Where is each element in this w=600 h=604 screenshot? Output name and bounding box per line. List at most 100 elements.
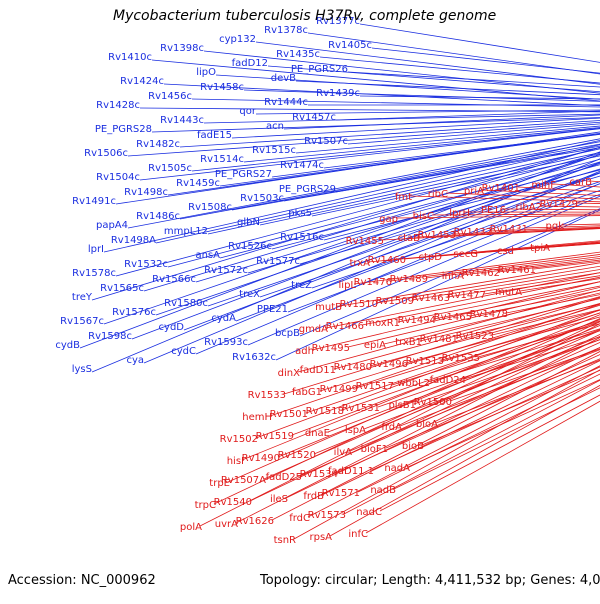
forward-gene-label: adh [295, 346, 314, 357]
forward-gene-label: bioF1 [361, 444, 388, 455]
reverse-gene-leader [372, 48, 600, 191]
forward-gene-label: Rv1499 [320, 384, 358, 395]
forward-gene-label: Rv1453 [418, 230, 456, 241]
reverse-gene-label: PE_PGRS26 [291, 64, 348, 75]
forward-gene-label: trpC [195, 500, 216, 511]
forward-gene-label: trxA [349, 258, 370, 269]
reverse-gene-label: cydD [159, 322, 185, 333]
forward-gene-label: Rv1513 [406, 356, 444, 367]
forward-gene-label: Rv1477 [448, 290, 486, 301]
forward-gene-label: frdA [381, 422, 402, 433]
forward-gene-label: fadD25 [266, 472, 302, 483]
forward-gene-label: inhA [442, 271, 464, 282]
reverse-gene-label: Rv1577c [256, 256, 300, 267]
reverse-gene-label: Rv1506c [84, 148, 128, 159]
forward-gene-label: ilvA [334, 447, 352, 458]
forward-gene-label: Rv1489 [390, 274, 428, 285]
forward-gene-label: lipL [339, 280, 357, 291]
forward-gene-label: Rv1626 [236, 516, 274, 527]
reverse-gene-label: treY [72, 292, 93, 303]
reverse-gene-label: Rv1482c [136, 139, 180, 150]
forward-gene-label: tpiA [530, 243, 550, 254]
forward-gene-label: uvrA [215, 519, 238, 530]
forward-gene-label: nadC [356, 507, 382, 518]
reverse-gene-label: Rv1444c [264, 97, 308, 108]
reverse-gene-label: Rv1567c [60, 316, 104, 327]
forward-gene-label: dinX [278, 368, 300, 379]
reverse-gene-label: Rv1378c [264, 25, 308, 36]
genome-stats-label: Topology: circular; Length: 4,411,532 bp… [260, 573, 600, 588]
forward-gene-label: pgk [546, 221, 565, 232]
forward-gene-label: Rv1517 [356, 381, 394, 392]
forward-gene-label: Rv1401 [482, 183, 520, 194]
reverse-gene-label: Rv1428c [96, 100, 140, 111]
forward-gene-label: Rv1502 [220, 434, 258, 445]
reverse-gene-label: lprI [88, 244, 104, 255]
forward-gene-label: trpE [209, 478, 230, 489]
forward-gene-label: nadB [370, 485, 396, 496]
forward-gene-label: Rv1540 [214, 497, 252, 508]
reverse-gene-label: Rv1458c [200, 82, 244, 93]
forward-gene-label: ctaB [398, 233, 421, 244]
reverse-gene-label: Rv1632c [232, 352, 276, 363]
reverse-gene-label: Rv1504c [96, 172, 140, 183]
reverse-gene-label: Rv1566c [152, 274, 196, 285]
forward-gene-label: Rv1460 [368, 255, 406, 266]
reverse-gene-label: Rv1526c [228, 241, 272, 252]
forward-gene-label: PE16 [481, 205, 506, 216]
reverse-gene-label: papA4 [96, 220, 128, 231]
reverse-gene-label: Rv1508c [188, 202, 232, 213]
forward-gene-label: Rv1523 [456, 331, 494, 342]
forward-gene-label: frdB [303, 491, 324, 502]
reverse-gene-label: treX [239, 289, 260, 300]
reverse-gene-label: Rv1593c [204, 337, 248, 348]
reverse-gene-label: Rv1598c [88, 331, 132, 342]
reverse-gene-label: Rv1486c [136, 211, 180, 222]
forward-gene-label: secG [453, 249, 478, 260]
forward-gene-label: Rv1518 [306, 406, 344, 417]
forward-gene-label: Rv1495 [312, 343, 350, 354]
forward-gene-label: lprH [449, 208, 470, 219]
reverse-gene-label: Rv1572c [204, 265, 248, 276]
forward-gene-label: Rv1535 [442, 353, 480, 364]
forward-gene-label: ileS [270, 494, 288, 505]
forward-gene-label: bioB [402, 441, 424, 452]
forward-gene-label: Rv1465 [434, 312, 472, 323]
forward-gene-label: carB [569, 177, 592, 188]
reverse-gene-label: glbN [237, 217, 260, 228]
forward-gene-label: bioA [416, 419, 438, 430]
reverse-gene-label: Rv1405c [328, 40, 372, 51]
forward-gene-label: fmt [395, 192, 412, 203]
forward-gene-label: Rv1431 [490, 224, 528, 235]
reverse-gene-label: lysS [72, 364, 92, 375]
forward-gene-label: csd [497, 246, 514, 257]
forward-gene-label: moxR1 [365, 318, 400, 329]
reverse-gene-label: Rv1515c [252, 145, 296, 156]
reverse-gene-label: Rv1474c [280, 160, 324, 171]
forward-gene-label: mutA [495, 287, 522, 298]
forward-gene-label: ctpD [419, 252, 443, 263]
forward-gene-label: epiA [364, 340, 386, 351]
reverse-gene-label: ansA [195, 250, 220, 261]
forward-gene-label: Rv1463 [412, 293, 450, 304]
reverse-gene-label: Rv1457c [292, 112, 336, 123]
reverse-gene-label: Rv1491c [72, 196, 116, 207]
forward-gene-label: infC [348, 529, 368, 540]
forward-gene-label: Rv1466 [326, 321, 364, 332]
forward-gene-label: Rv1478 [470, 309, 508, 320]
forward-gene-label: Rv1476 [354, 277, 392, 288]
forward-gene-label: Rv1500 [414, 397, 452, 408]
map-title: Mycobacterium tuberculosis H37Rv, comple… [113, 8, 496, 24]
forward-gene-label: tsnR [274, 535, 296, 546]
reverse-gene-label: Rv1516c [280, 232, 324, 243]
forward-gene-label: Rv1496 [370, 359, 408, 370]
forward-gene-label: Rv1432 [454, 227, 492, 238]
reverse-gene-label: treZ [291, 280, 312, 291]
reverse-gene-label: Rv1498A [111, 235, 156, 246]
forward-gene-label: plsB1 [388, 400, 416, 411]
reverse-gene-leader [168, 0, 600, 195]
forward-gene-label: Rv1429 [540, 199, 578, 210]
forward-gene-label: Rv1509 [376, 296, 414, 307]
reverse-gene-label: Rv1443c [160, 115, 204, 126]
